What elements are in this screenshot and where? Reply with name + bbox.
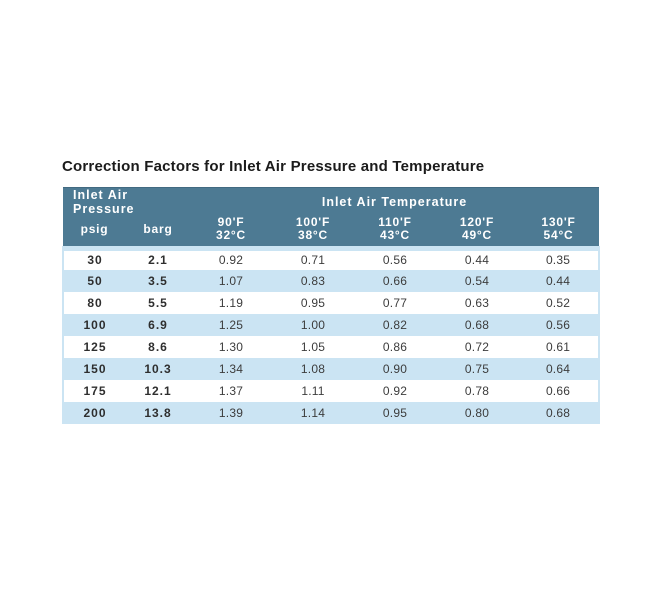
correction-factor-cell: 1.30 — [190, 336, 272, 358]
correction-factor-cell: 1.11 — [272, 380, 354, 402]
correction-factor-cell: 0.66 — [354, 270, 436, 292]
correction-factor-cell: 0.35 — [518, 248, 601, 270]
correction-factor-cell: 0.95 — [272, 292, 354, 314]
fahrenheit-label: 100'F — [295, 215, 331, 230]
pressure-value-cell: 13.8 — [126, 402, 190, 424]
table-body: 30 2.1 0.92 0.71 0.56 0.44 0.35 50 3.5 1.07 0.83 0.… — [62, 248, 601, 424]
correction-factor-cell: 0.68 — [518, 402, 601, 424]
pressure-value-cell: 8.6 — [126, 336, 190, 358]
column-header-row: psig barg 90'F 32°C 100'F 38°C 110'F 43°… — [63, 215, 600, 251]
pressure-value-cell: 100 — [62, 314, 126, 336]
correction-factor-cell: 0.72 — [436, 336, 518, 358]
correction-factor-cell: 1.05 — [272, 336, 354, 358]
correction-factor-cell: 0.52 — [518, 292, 601, 314]
table-row: 80 5.5 1.19 0.95 0.77 0.63 0.52 — [62, 292, 601, 314]
correction-factor-cell: 1.00 — [272, 314, 354, 336]
celsius-label: 54°C — [543, 228, 574, 243]
celsius-label: 49°C — [461, 228, 492, 243]
correction-factor-cell: 1.14 — [272, 402, 354, 424]
correction-factor-cell: 0.78 — [436, 380, 518, 402]
correction-factor-cell: 0.92 — [190, 248, 272, 270]
pressure-value-cell: 5.5 — [126, 292, 190, 314]
correction-factor-cell: 0.44 — [518, 270, 601, 292]
correction-factor-cell: 0.92 — [354, 380, 436, 402]
correction-factor-cell: 0.71 — [272, 248, 354, 270]
correction-factors-table: Inlet Air Pressure Inlet Air Temperature… — [62, 187, 601, 424]
correction-factor-cell: 0.83 — [272, 270, 354, 292]
fahrenheit-label: 110'F — [378, 215, 412, 230]
pressure-value-cell: 125 — [62, 336, 126, 358]
table-row: 175 12.1 1.37 1.11 0.92 0.78 0.66 — [62, 380, 601, 402]
pressure-value-cell: 2.1 — [126, 248, 190, 270]
column-header-psig: psig — [63, 216, 126, 251]
pressure-value-cell: 30 — [62, 248, 126, 270]
correction-factor-cell: 0.56 — [518, 314, 601, 336]
pressure-value-cell: 10.3 — [126, 358, 190, 380]
correction-factor-cell: 1.34 — [190, 358, 272, 380]
fahrenheit-label: 130'F — [541, 215, 576, 230]
pressure-value-cell: 80 — [62, 292, 126, 314]
fahrenheit-label: 120'F — [459, 215, 495, 230]
correction-factor-cell: 0.68 — [436, 314, 518, 336]
correction-factor-cell: 0.63 — [436, 292, 518, 314]
correction-factor-cell: 1.37 — [190, 380, 272, 402]
correction-factors-section: Correction Factors for Inlet Air Pressur… — [62, 158, 601, 424]
correction-factor-cell: 0.90 — [354, 358, 436, 380]
correction-factor-cell: 0.80 — [436, 402, 518, 424]
correction-factor-cell: 0.64 — [518, 358, 601, 380]
celsius-label: 38°C — [297, 228, 328, 243]
correction-factor-cell: 1.25 — [190, 314, 272, 336]
column-header-barg: barg — [126, 216, 190, 251]
correction-factor-cell: 0.75 — [436, 358, 518, 380]
correction-factor-cell: 1.07 — [190, 270, 272, 292]
pressure-value-cell: 6.9 — [126, 314, 190, 336]
correction-factor-cell: 0.66 — [518, 380, 601, 402]
inlet-air-temperature-group-header: Inlet Air Temperature — [190, 187, 600, 216]
pressure-value-cell: 150 — [62, 358, 126, 380]
table-row: 200 13.8 1.39 1.14 0.95 0.80 0.68 — [62, 402, 601, 424]
pressure-value-cell: 3.5 — [126, 270, 190, 292]
fahrenheit-label: 90'F — [217, 215, 245, 230]
celsius-label: 43°C — [379, 228, 410, 243]
correction-factor-cell: 1.19 — [190, 292, 272, 314]
column-header-temp-120f: 120'F 49°C — [436, 215, 518, 251]
pressure-value-cell: 50 — [62, 270, 126, 292]
correction-factor-cell: 1.08 — [272, 358, 354, 380]
column-header-temp-90f: 90'F 32°C — [190, 215, 272, 251]
correction-factor-cell: 0.86 — [354, 336, 436, 358]
table-header: Inlet Air Pressure Inlet Air Temperature… — [63, 187, 600, 251]
table-row: 100 6.9 1.25 1.00 0.82 0.68 0.56 — [62, 314, 601, 336]
page-title: Correction Factors for Inlet Air Pressur… — [62, 158, 485, 175]
correction-factor-cell: 1.39 — [190, 402, 272, 424]
celsius-label: 32°C — [215, 228, 246, 243]
correction-factor-cell: 0.77 — [354, 292, 436, 314]
correction-factor-cell: 0.95 — [354, 402, 436, 424]
table-row: 125 8.6 1.30 1.05 0.86 0.72 0.61 — [62, 336, 601, 358]
table-row: 30 2.1 0.92 0.71 0.56 0.44 0.35 — [62, 248, 601, 270]
table-row: 50 3.5 1.07 0.83 0.66 0.54 0.44 — [62, 270, 601, 292]
column-header-temp-100f: 100'F 38°C — [272, 215, 354, 251]
column-header-temp-110f: 110'F 43°C — [354, 215, 436, 251]
correction-factor-cell: 0.44 — [436, 248, 518, 270]
correction-factor-cell: 0.61 — [518, 336, 601, 358]
table-row: 150 10.3 1.34 1.08 0.90 0.75 0.64 — [62, 358, 601, 380]
group-header-row: Inlet Air Pressure Inlet Air Temperature — [63, 187, 600, 216]
pressure-value-cell: 12.1 — [126, 380, 190, 402]
column-header-temp-130f: 130'F 54°C — [518, 215, 600, 251]
inlet-air-pressure-group-header: Inlet Air Pressure — [63, 187, 190, 216]
correction-factor-cell: 0.54 — [436, 270, 518, 292]
pressure-value-cell: 200 — [62, 402, 126, 424]
correction-factor-cell: 0.56 — [354, 248, 436, 270]
correction-factor-cell: 0.82 — [354, 314, 436, 336]
pressure-value-cell: 175 — [62, 380, 126, 402]
